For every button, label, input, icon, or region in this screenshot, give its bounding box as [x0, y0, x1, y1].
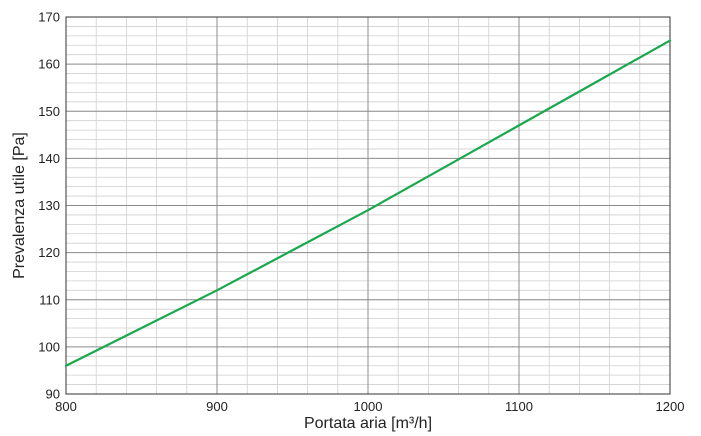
- major-grid: [65, 16, 671, 395]
- y-axis-label: Prevalenza utile [Pa]: [11, 132, 28, 279]
- y-tick-label: 140: [38, 151, 60, 166]
- y-tick-label: 100: [38, 339, 60, 354]
- y-tick-label: 170: [38, 10, 60, 25]
- y-tick-labels: 90 100 110 120 130 140 150 160 170: [38, 10, 60, 402]
- y-tick-label: 150: [38, 104, 60, 119]
- x-tick-label: 1200: [656, 399, 685, 414]
- y-tick-label: 120: [38, 245, 60, 260]
- plot-frame: [65, 16, 671, 395]
- x-tick-label: 1100: [505, 399, 533, 414]
- x-tick-label: 800: [55, 399, 77, 414]
- series-line: [64, 39, 672, 367]
- y-tick-label: 110: [39, 292, 60, 307]
- x-tick-label: 900: [206, 399, 228, 414]
- y-tick-label: 160: [38, 57, 60, 72]
- x-tick-labels: 800 900 1000 1100 1200: [55, 399, 684, 414]
- y-tick-label: 130: [38, 198, 60, 213]
- x-axis-label: Portata aria [m³/h]: [304, 415, 432, 432]
- series-layer: [64, 39, 672, 367]
- x-tick-label: 1000: [354, 399, 383, 414]
- y-tick-label: 90: [46, 387, 60, 402]
